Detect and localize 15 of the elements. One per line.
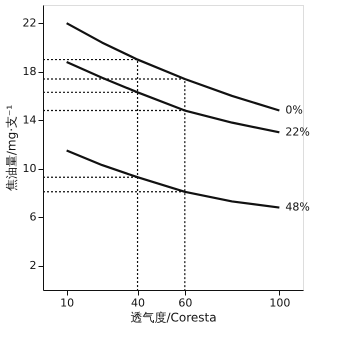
y-tick-label: 6 bbox=[30, 210, 36, 224]
x-axis-title: 透气度/Coresta bbox=[130, 310, 217, 324]
series-label: 0% bbox=[285, 104, 303, 117]
x-tick-label: 40 bbox=[131, 296, 146, 310]
y-tick-label: 18 bbox=[22, 65, 36, 78]
x-tick-label: 100 bbox=[269, 296, 290, 310]
y-tick-label: 2 bbox=[30, 259, 36, 272]
x-tick-label: 10 bbox=[60, 296, 74, 310]
x-tick-label: 60 bbox=[178, 296, 192, 310]
y-axis-title: 焦油量/mg·支⁻¹ bbox=[4, 104, 19, 192]
series-label: 22% bbox=[285, 125, 310, 138]
y-tick-label: 22 bbox=[22, 16, 36, 30]
y-tick-label: 14 bbox=[22, 114, 36, 127]
y-tick-label: 10 bbox=[22, 162, 36, 176]
series-label: 48% bbox=[285, 200, 310, 214]
